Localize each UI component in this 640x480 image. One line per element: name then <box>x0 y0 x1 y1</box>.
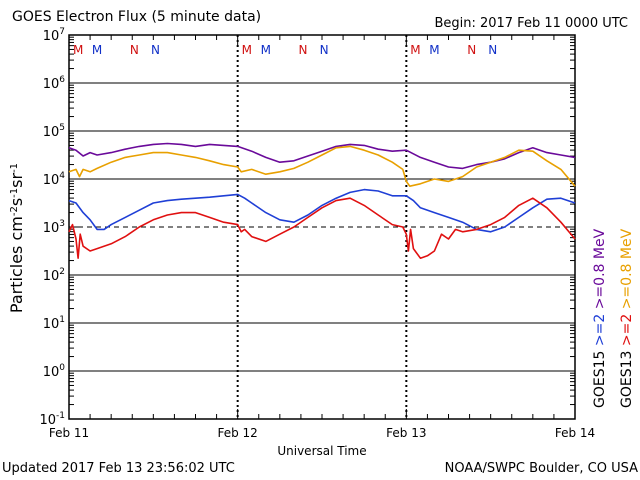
mn-marker: M <box>410 43 420 57</box>
y-tick-label: 10-1 <box>39 411 65 428</box>
mn-marker: N <box>320 43 329 57</box>
mn-marker: N <box>130 43 139 57</box>
y-tick-label: 104 <box>43 171 66 188</box>
y-tick-label: 100 <box>43 363 66 380</box>
y-minor-ticks <box>69 36 575 420</box>
legend: GOES15 >=2 >=0.8 MeV GOES13 >=2 >=0.8 MeV <box>592 228 635 408</box>
y-tick-label: 103 <box>43 219 65 236</box>
y-tick-label: 102 <box>43 267 65 284</box>
mn-marker: M <box>242 43 252 57</box>
mn-marker: M <box>261 43 271 57</box>
legend-entry: GOES15 >=2 >=0.8 MeV <box>592 228 608 408</box>
y-tick-labels: 10-1 100 101 102 103 104 105 106 107 <box>39 27 65 428</box>
mn-marker: M <box>73 43 83 57</box>
y-tick-label: 101 <box>43 315 65 332</box>
mn-marker: M <box>429 43 439 57</box>
mn-marker: N <box>467 43 476 57</box>
series-lines <box>68 142 576 260</box>
series-line <box>68 145 576 187</box>
y-axis-label: Particles cm-2s-1sr-1 <box>7 163 26 313</box>
mn-marker: N <box>488 43 497 57</box>
y-tick-label: 106 <box>43 75 66 92</box>
legend-entry: GOES13 >=2 >=0.8 MeV <box>619 228 635 408</box>
chart-title: GOES Electron Flux (5 minute data) <box>12 9 262 25</box>
y-tick-label: 105 <box>43 123 65 140</box>
mn-marker: N <box>299 43 308 57</box>
horizontal-gridlines <box>69 82 575 372</box>
begin-date: Begin: 2017 Feb 11 0000 UTC <box>434 16 628 31</box>
day-boundary-lines <box>236 35 408 419</box>
series-line <box>68 188 576 233</box>
x-tick-label: Feb 11 <box>49 426 89 440</box>
x-tick-label: Feb 13 <box>386 426 426 440</box>
agency-credit: NOAA/SWPC Boulder, CO USA <box>444 461 638 476</box>
x-ticks <box>68 35 576 419</box>
x-tick-labels: Feb 11 Feb 12 Feb 13 Feb 14 <box>49 426 595 440</box>
series-line <box>68 142 576 170</box>
updated-timestamp: Updated 2017 Feb 13 23:56:02 UTC <box>2 461 235 476</box>
x-tick-label: Feb 12 <box>217 426 257 440</box>
mn-marker: N <box>151 43 160 57</box>
y-tick-label: 107 <box>43 27 65 44</box>
x-axis-label: Universal Time <box>277 444 366 458</box>
series-line <box>68 197 576 260</box>
mn-marker: M <box>92 43 102 57</box>
x-tick-label: Feb 14 <box>555 426 595 440</box>
